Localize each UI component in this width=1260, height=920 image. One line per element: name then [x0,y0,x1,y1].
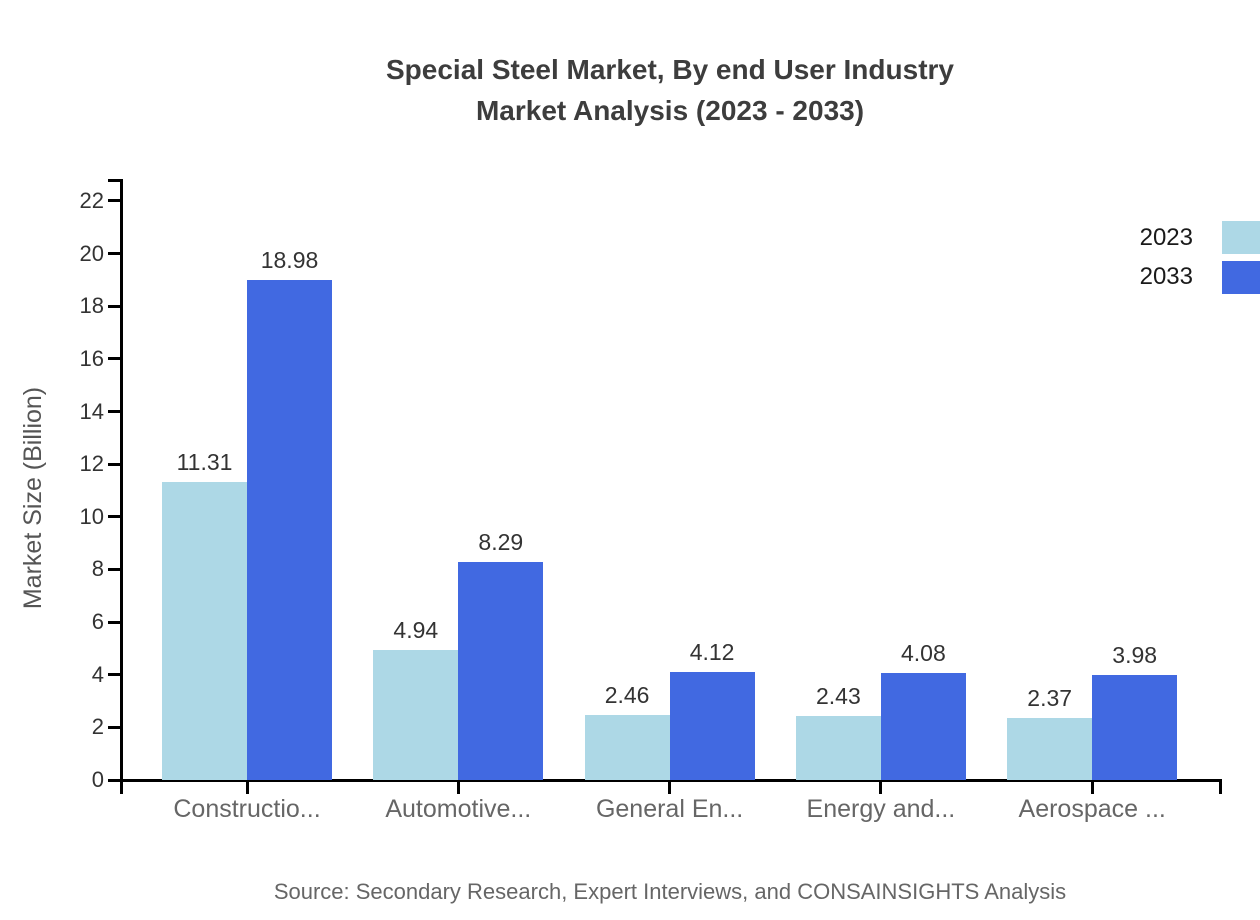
category-label: Energy and... [806,795,956,823]
y-tick-label: 2 [91,714,104,740]
value-label: 11.31 [176,449,233,476]
y-tick [108,304,121,308]
bar-2023 [162,482,247,780]
chart-title: Special Steel Market, By end User Indust… [80,49,1260,131]
value-label: 2.46 [604,682,650,709]
legend-label-2033: 2033 [1139,263,1193,290]
y-tick-label: 10 [79,503,104,529]
value-label: 4.94 [393,616,439,643]
y-tick-label: 18 [79,293,104,319]
x-axis-tick [879,780,883,794]
y-axis-line [120,179,123,794]
bar-2023 [584,715,670,780]
y-tick [108,462,121,466]
y-tick-label: 14 [79,398,104,424]
legend-swatch-2023 [1222,221,1260,254]
x-axis-tick [668,780,672,794]
y-tick [108,199,121,203]
value-label: 4.12 [689,638,735,665]
x-axis-tick [1090,780,1094,794]
chart-title-line2: Market Analysis (2023 - 2033) [475,95,865,126]
bar-2033 [458,561,544,780]
bar-2033 [880,672,966,780]
x-axis-end-tick [1219,780,1222,794]
y-tick-label: 6 [91,609,104,635]
y-tick [108,725,121,729]
bar-2033 [247,280,332,780]
value-label: 8.29 [478,528,524,555]
category-label: Automotive... [385,795,532,823]
legend-label-2023: 2023 [1139,224,1193,251]
y-tick [108,673,121,677]
y-tick [108,778,121,782]
x-axis-tick [245,780,249,794]
value-label: 2.37 [1027,684,1073,711]
bar-2033 [669,671,755,780]
value-label: 18.98 [260,247,319,274]
y-tick-label: 0 [91,767,104,792]
x-axis-tick [456,780,460,794]
category-label: Constructio... [173,795,321,823]
y-tick [108,410,121,414]
y-tick-label: 12 [79,451,104,477]
category-label: General En... [595,795,744,823]
y-tick-label: 20 [79,240,104,266]
bar-2033 [1092,675,1178,780]
source-note: Source: Secondary Research, Expert Inter… [273,879,1067,904]
chart-title-line1: Special Steel Market, By end User Indust… [386,54,954,85]
value-label: 2.43 [816,683,861,710]
bar-2023 [795,716,881,780]
y-tick-label: 22 [79,187,104,213]
y-tick [108,357,121,361]
y-tick [108,567,121,571]
y-tick [108,252,121,256]
y-tick [108,620,121,624]
y-tick [108,515,121,519]
bar-2023 [1007,717,1093,780]
y-axis-end-cap [108,179,121,182]
legend-swatch-2033 [1222,261,1260,294]
y-tick-label: 4 [91,661,104,687]
value-label: 3.98 [1112,642,1158,669]
value-label: 4.08 [901,639,946,666]
y-tick-label: 16 [79,345,104,371]
y-tick-label: 8 [91,556,104,582]
category-label: Aerospace ... [1018,795,1166,823]
bar-2023 [373,649,459,780]
